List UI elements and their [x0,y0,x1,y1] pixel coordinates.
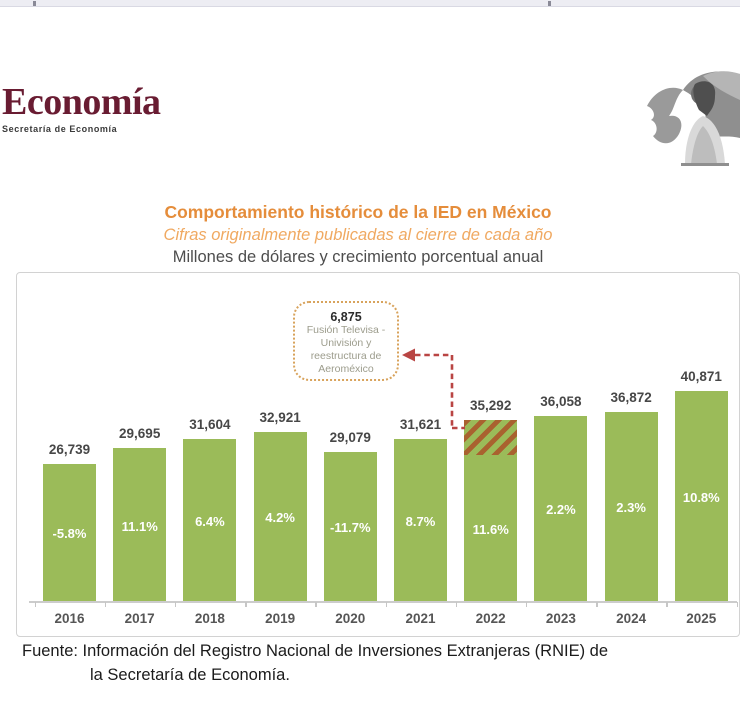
bar-2021: 8.7% [394,438,447,601]
pct-label-2016: -5.8% [52,526,87,542]
top-strip-mark [548,1,551,6]
value-label-2021: 31,621 [399,416,442,432]
page-subtitle: Cifras originalmente publicadas al cierr… [163,226,553,244]
x-axis-tick [104,602,107,607]
year-label-2023: 2023 [545,611,576,626]
value-label-2025: 40,871 [680,369,722,384]
value-label-2018: 31,604 [189,416,231,432]
value-label-2023: 36,058 [540,393,582,409]
pct-label-2021: 8.7% [405,513,436,529]
title-block: Comportamiento histórico de la IED en Mé… [0,202,716,267]
value-label-2024: 36,872 [610,389,652,405]
logo-wordmark: Economía [2,81,161,123]
pct-label-2018: 6.4% [195,513,225,529]
bar-2022: 11.6% [464,419,518,601]
logo-subtitle: Secretaría de Economía [2,124,118,134]
bar-2024: 2.3% [604,411,658,601]
chart-container: -5.8% 26,739 11.1% 29,695 6.4% 31,604 4.2% 32,9… [16,272,740,637]
x-axis-tick [174,602,177,607]
value-label-2019: 32,921 [259,409,301,425]
year-label-2024: 2024 [616,611,647,626]
bar-2016: -5.8% [43,463,96,601]
pct-label-2025: 10.8% [682,490,720,505]
annotation-value: 6,875 [330,310,362,324]
annotation-line: Univisión y [320,337,372,349]
x-axis-tick [245,602,247,607]
year-label-2020: 2020 [335,611,366,626]
year-label-2021: 2021 [405,611,436,626]
year-label-2022: 2022 [475,611,506,626]
pct-label-2023: 2.2% [546,502,576,518]
bar-2020: -11.7% [323,451,377,601]
window-top-strip [0,0,740,7]
value-label-2022: 35,292 [470,397,512,413]
annotation-arrow [402,348,465,430]
value-label-2020: 29,079 [329,429,371,445]
units-line: Millones de dólares y crecimiento porcen… [172,248,544,266]
x-axis-tick [455,602,458,607]
value-label-2017: 29,695 [119,426,161,442]
year-label-2016: 2016 [54,611,85,626]
woman-with-flag-illustration [645,60,740,173]
x-axis-tick [666,602,668,607]
x-axis-tick [525,602,528,607]
year-label-2018: 2018 [194,611,225,626]
logo-economia: Economía Secretaría de Economía [2,82,161,134]
year-label-2025: 2025 [686,611,717,626]
value-label-2016: 26,739 [48,441,91,457]
bar-2019: 4.2% [253,431,307,601]
bar-chart: -5.8% 26,739 11.1% 29,695 6.4% 31,604 4.2% 32,9… [17,273,739,601]
annotation-callout: 6,875 Fusión Televisa - Univisión y rees… [293,301,399,381]
bar-2018: 6.4% [183,438,237,601]
flag-woman-icon [647,71,740,166]
annotation-line: reestructura de [310,350,382,362]
x-axis-tick [596,602,598,607]
pct-label-2022: 11.6% [472,521,509,537]
pct-label-2019: 4.2% [265,510,295,526]
top-strip-mark [33,1,36,6]
x-axis-tick [736,602,738,607]
annotation-line: Fusión Televisa - [306,324,386,336]
source-line-2: la Secretaría de Economía. [90,666,290,684]
year-label-2017: 2017 [124,611,155,626]
pct-label-2024: 2.3% [616,500,646,516]
bar-2017: 11.1% [113,448,167,601]
pct-label-2020: -11.7% [330,520,371,536]
bar-2023: 2.2% [534,415,588,601]
x-axis-tick [385,602,387,607]
page-title: Comportamiento histórico de la IED en Mé… [164,202,552,222]
annotation-line: Aeroméxico [318,363,374,375]
bar-2025: 10.8% [674,391,728,601]
x-axis-tick [315,602,317,607]
x-axis-line [29,601,737,603]
pct-label-2017: 11.1% [121,518,158,534]
source-note: Fuente: Información del Registro Naciona… [22,642,722,685]
year-label-2019: 2019 [265,611,296,626]
x-axis-tick [34,602,36,607]
source-line-1: Fuente: Información del Registro Naciona… [22,642,609,660]
bar-hatch-segment-2022 [464,419,518,455]
